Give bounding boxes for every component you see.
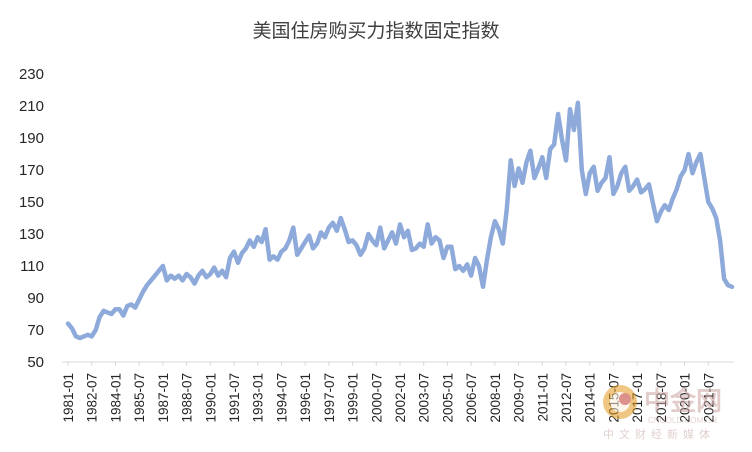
- y-axis: 50 70 90 110 130 150 170 190 210 230: [19, 66, 44, 371]
- watermark-brand: 中金网: [644, 386, 722, 417]
- x-tick-label: 1996-01: [298, 373, 313, 423]
- series-line: [65, 100, 735, 341]
- x-tick-label: 2006-07: [464, 373, 479, 423]
- x-tick-label: 2020-01: [678, 373, 693, 423]
- x-tick-label: 2014-01: [583, 373, 598, 423]
- x-tick-label: 1997-07: [322, 373, 337, 423]
- x-tick-label: 1984-01: [108, 373, 123, 423]
- x-tick-label: 2009-07: [512, 373, 527, 423]
- x-tick-label: 1988-07: [180, 373, 195, 423]
- x-tick-label: 2000-07: [369, 373, 384, 423]
- y-tick-label: 70: [27, 322, 44, 339]
- x-tick-label: 1990-01: [203, 373, 218, 423]
- x-tick-label: 1981-01: [61, 373, 76, 423]
- x-tick-label: 1982-07: [85, 373, 100, 423]
- x-tick-label: 1985-07: [132, 373, 147, 423]
- y-tick-label: 210: [19, 98, 44, 115]
- x-tick-label: 1991-07: [227, 373, 242, 423]
- chart-title: 美国住房购买力指数固定指数: [252, 20, 499, 42]
- watermark-tagline: 中文财经新媒体: [603, 427, 715, 441]
- y-tick-label: 90: [27, 290, 44, 307]
- x-tick-label: 2018-07: [654, 373, 669, 423]
- y-tick-label: 190: [19, 130, 44, 147]
- x-tick-label: 2005-01: [440, 373, 455, 423]
- y-tick-label: 150: [19, 194, 44, 211]
- y-tick-label: 50: [27, 354, 44, 371]
- y-tick-label: 130: [19, 226, 44, 243]
- y-tick-label: 230: [19, 66, 44, 83]
- x-tick-label: 1993-01: [251, 373, 266, 423]
- x-tick-label: 2002-01: [393, 373, 408, 423]
- x-tick-label: 2012-07: [559, 373, 574, 423]
- x-tick-label: 2003-07: [417, 373, 432, 423]
- watermark-url: CNGOLD.COM.CN: [648, 416, 717, 425]
- x-tick-label: 2011-01: [535, 373, 550, 422]
- x-axis: 1981-01 1982-07 1984-01 1985-07 1987-01 1988-…: [61, 362, 716, 423]
- x-tick-label: 1987-01: [156, 373, 171, 423]
- x-tick-label: 1999-01: [346, 373, 361, 423]
- x-tick-label: 1994-07: [274, 373, 289, 423]
- y-tick-label: 110: [20, 258, 44, 275]
- x-tick-label: 2021-07: [701, 373, 716, 423]
- x-tick-label: 2008-01: [488, 373, 503, 423]
- watermark-logo: 中金网 CNGOLD.COM.CN 中文财经新媒体: [603, 385, 722, 441]
- y-tick-label: 170: [19, 162, 44, 179]
